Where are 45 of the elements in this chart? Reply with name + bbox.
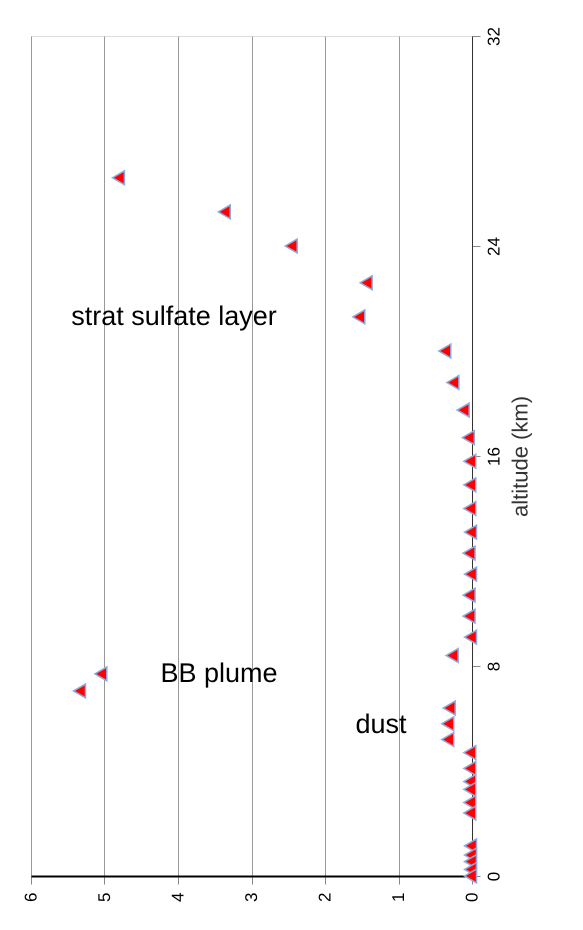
y-tick-label: 32 bbox=[484, 27, 504, 46]
point bbox=[446, 374, 460, 390]
point bbox=[441, 716, 454, 732]
point bbox=[463, 760, 477, 776]
point bbox=[359, 275, 373, 290]
point bbox=[463, 500, 477, 516]
y-tick-label: 0 bbox=[484, 872, 504, 882]
point bbox=[445, 648, 459, 664]
point bbox=[94, 666, 108, 682]
point bbox=[442, 700, 456, 716]
annotation: BB plume bbox=[160, 658, 278, 688]
point bbox=[464, 868, 478, 884]
annotation: dust bbox=[355, 709, 408, 739]
y-tick-label: 8 bbox=[484, 662, 504, 672]
x-tick-label: 4 bbox=[168, 892, 188, 902]
point bbox=[464, 629, 478, 645]
point bbox=[438, 343, 452, 359]
point bbox=[463, 477, 477, 493]
point bbox=[462, 608, 476, 624]
point bbox=[464, 566, 478, 582]
annotation: strat sulfate layer bbox=[71, 301, 277, 331]
point bbox=[464, 524, 478, 540]
point bbox=[218, 204, 232, 220]
x-tick-label: 0 bbox=[462, 892, 482, 902]
point bbox=[352, 309, 366, 325]
point bbox=[462, 587, 476, 603]
point bbox=[463, 454, 477, 469]
x-tick-label: 3 bbox=[242, 892, 261, 902]
point bbox=[72, 683, 86, 699]
point bbox=[463, 782, 477, 798]
point bbox=[462, 545, 476, 561]
point bbox=[456, 402, 470, 418]
y-tick-label: 16 bbox=[484, 447, 504, 466]
point bbox=[284, 238, 298, 254]
point bbox=[462, 430, 476, 446]
point bbox=[463, 744, 477, 760]
y-axis-title: altitude (km) bbox=[508, 396, 532, 518]
x-tick-label: 2 bbox=[316, 892, 334, 902]
point bbox=[112, 170, 126, 186]
point bbox=[441, 732, 454, 748]
x-tick-label: 5 bbox=[95, 892, 114, 902]
y-tick-label: 24 bbox=[484, 237, 504, 256]
x-tick-label: 1 bbox=[389, 892, 408, 902]
x-tick-label: 6 bbox=[22, 892, 40, 902]
point bbox=[463, 805, 477, 821]
